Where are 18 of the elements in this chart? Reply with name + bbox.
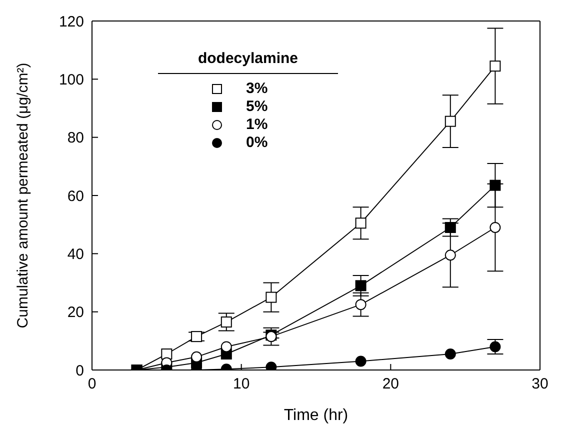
legend-label: 0% bbox=[246, 134, 269, 152]
y-tick-label: 60 bbox=[67, 188, 84, 205]
y-tick-label: 20 bbox=[67, 304, 84, 322]
y-tick-label: 120 bbox=[58, 13, 84, 30]
y-axis-title: Cumulative amount permeated (μg/cm²) bbox=[14, 62, 32, 328]
y-tick-label: 0 bbox=[76, 362, 84, 380]
x-tick-label: 30 bbox=[532, 376, 548, 393]
y-tick-label: 80 bbox=[67, 130, 84, 147]
y-tick-label: 40 bbox=[67, 246, 84, 263]
legend-label: 3% bbox=[246, 80, 269, 98]
legend-title: dodecylamine bbox=[196, 50, 300, 69]
x-tick-label: 20 bbox=[382, 376, 400, 393]
x-tick-label: 10 bbox=[232, 376, 250, 393]
x-axis-title: Time (hr) bbox=[284, 407, 348, 424]
x-tick-label: 0 bbox=[88, 376, 96, 393]
legend-label: 5% bbox=[246, 98, 269, 116]
legend-label: 1% bbox=[246, 116, 269, 134]
y-tick-label: 100 bbox=[58, 71, 84, 88]
